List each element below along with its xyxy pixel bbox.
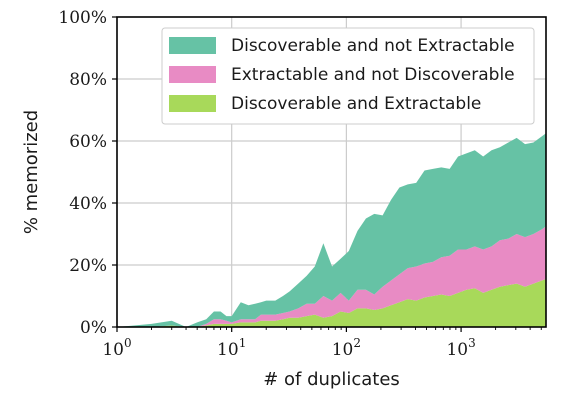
- legend-swatch-discoverable-and-extractable: [169, 95, 216, 112]
- area-discoverable-and-not-extractable: [117, 133, 546, 327]
- y-axis-title: % memorized: [21, 110, 42, 234]
- x-tick-label: 102: [332, 336, 361, 360]
- area-discoverable-and-extractable: [117, 278, 546, 327]
- y-axis: 0% 20% 40% 60% 80% 100%: [58, 8, 117, 338]
- legend: Discoverable and not Extractable Extract…: [161, 27, 535, 125]
- legend-label-discoverable-and-extractable: Discoverable and Extractable: [231, 94, 481, 114]
- y-tick-label: 100%: [58, 8, 107, 28]
- x-tick-label: 101: [217, 336, 246, 360]
- plot-frame: [116, 16, 547, 328]
- y-tick-label: 20%: [69, 256, 107, 276]
- legend-label-extractable-not-discoverable: Extractable and not Discoverable: [231, 65, 515, 85]
- legend-label-discoverable-not-extractable: Discoverable and not Extractable: [231, 36, 515, 56]
- x-axis: 100 101 102 103: [102, 327, 542, 360]
- x-tick-label: 100: [102, 336, 131, 360]
- legend-swatch-discoverable-not-extractable: [169, 37, 216, 54]
- y-tick-label: 60%: [69, 132, 107, 152]
- y-tick-label: 80%: [69, 70, 107, 90]
- legend-swatch-extractable-not-discoverable: [169, 66, 216, 83]
- area-extractable-and-not-discoverable: [117, 226, 546, 327]
- legend-box: [161, 27, 535, 125]
- stacked-areas: [117, 133, 546, 327]
- x-tick-label: 103: [446, 336, 475, 360]
- y-tick-label: 0%: [80, 318, 107, 338]
- x-axis-title: # of duplicates: [263, 369, 400, 390]
- y-tick-label: 40%: [69, 194, 107, 214]
